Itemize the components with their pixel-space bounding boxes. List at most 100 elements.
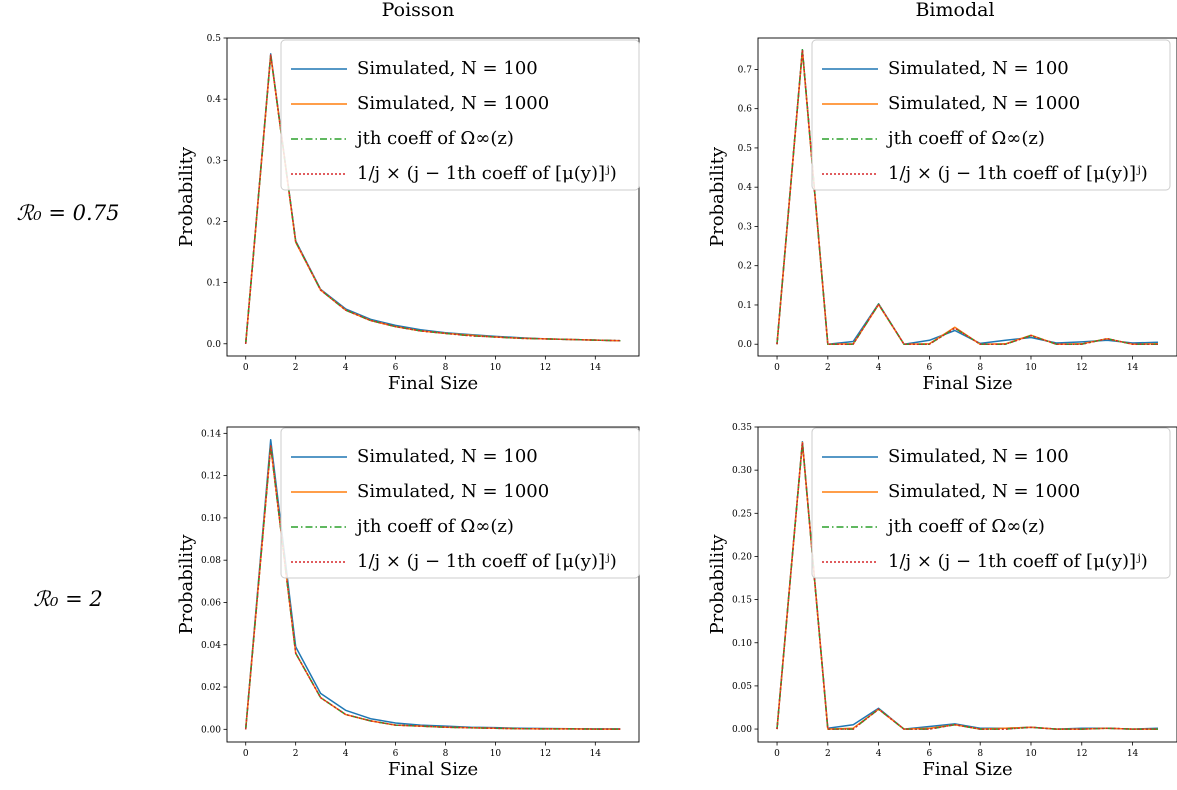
x-tick-label: 6 — [927, 749, 933, 759]
axes-frame — [226, 37, 640, 357]
x-tick-label: 0 — [243, 363, 249, 373]
x-tick-label: 4 — [343, 363, 349, 373]
x-tick-label: 12 — [1076, 749, 1087, 759]
y-tick-label: 0.1 — [207, 279, 221, 289]
y-tick-label: 0.3 — [207, 156, 222, 166]
x-tick-label: 10 — [490, 749, 502, 759]
x-tick-label: 6 — [393, 749, 399, 759]
axes-frame — [226, 426, 640, 743]
y-tick-label: 0.5 — [207, 34, 222, 44]
y-tick-label: 0.0 — [207, 340, 222, 350]
x-tick-label: 4 — [876, 363, 882, 373]
x-tick-label: 14 — [1127, 363, 1139, 373]
legend-label: jth coeff of Ω∞(z) — [886, 516, 1045, 537]
y-tick-label: 0.30 — [732, 466, 752, 476]
x-tick-label: 0 — [774, 749, 780, 759]
legend-label: Simulated, N = 1000 — [888, 481, 1080, 502]
series-line-2 — [776, 49, 1158, 345]
legend-label: 1/j × (j − 1th coeff of [μ(y)]ʲ) — [888, 163, 1148, 184]
panel-3: 0 2 4 6 8 10 12 14 0.00 0.05 0.10 0.15 0.20 0.25 0.30 0… — [707, 423, 1177, 780]
legend-label: 1/j × (j − 1th coeff of [μ(y)]ʲ) — [357, 163, 617, 184]
legend-label: Simulated, N = 100 — [357, 446, 538, 467]
x-tick-label: 14 — [590, 363, 602, 373]
legend: Simulated, N = 100 Simulated, N = 1000 jth… — [811, 39, 1171, 191]
legend-label: 1/j × (j − 1th coeff of [μ(y)]ʲ) — [888, 551, 1148, 572]
panels: 0 2 4 6 8 10 12 14 0.0 0.1 0.2 0.3 0.4 0.5 Final Size P… — [176, 34, 1177, 780]
y-tick-label: 0.0 — [738, 340, 753, 350]
x-tick-label: 0 — [774, 363, 780, 373]
y-tick-label: 0.02 — [201, 683, 221, 693]
y-axis-label: Probability — [176, 534, 197, 635]
y-tick-label: 0.2 — [207, 217, 221, 227]
x-tick-label: 2 — [825, 749, 831, 759]
legend: Simulated, N = 100 Simulated, N = 1000 jth… — [811, 427, 1171, 579]
x-tick-label: 4 — [876, 749, 882, 759]
y-tick-label: 0.25 — [732, 509, 752, 519]
y-tick-label: 0.20 — [732, 552, 752, 562]
legend-box — [280, 427, 640, 579]
x-tick-label: 2 — [293, 363, 299, 373]
x-tick-label: 8 — [443, 363, 449, 373]
x-axis-label: Final Size — [388, 373, 478, 394]
x-tick-label: 8 — [443, 749, 449, 759]
col-title-bimodal: Bimodal — [915, 0, 994, 21]
x-tick-label: 6 — [927, 363, 933, 373]
x-tick-label: 8 — [977, 749, 983, 759]
legend-label: Simulated, N = 100 — [888, 446, 1069, 467]
series-line-2 — [244, 54, 621, 344]
axes-frame — [757, 426, 1177, 743]
x-axis-label: Final Size — [388, 759, 478, 780]
legend: Simulated, N = 100 Simulated, N = 1000 jth… — [280, 427, 640, 579]
col-title-poisson: Poisson — [382, 0, 455, 21]
panel-2: 0 2 4 6 8 10 12 14 0.00 0.02 0.04 0.06 0.08 0.10 0.12 0… — [176, 426, 640, 780]
axes-frame — [757, 37, 1177, 357]
legend-label: jth coeff of Ω∞(z) — [355, 516, 514, 537]
x-tick-label: 8 — [977, 363, 983, 373]
x-tick-label: 4 — [343, 749, 349, 759]
legend-label: 1/j × (j − 1th coeff of [μ(y)]ʲ) — [357, 551, 617, 572]
y-tick-label: 0.5 — [738, 144, 753, 154]
series-line-2 — [244, 445, 621, 730]
x-tick-label: 10 — [490, 363, 502, 373]
legend-label: Simulated, N = 100 — [888, 58, 1069, 79]
y-axis-label: Probability — [707, 534, 728, 635]
x-axis-label: Final Size — [922, 759, 1012, 780]
series-line-3 — [776, 441, 1158, 730]
y-tick-label: 0.10 — [732, 639, 752, 649]
legend-box — [811, 427, 1171, 579]
legend-label: Simulated, N = 1000 — [888, 93, 1080, 114]
y-tick-label: 0.6 — [738, 105, 753, 115]
y-tick-label: 0.08 — [201, 556, 221, 566]
y-tick-label: 0.00 — [201, 725, 221, 735]
x-tick-label: 6 — [393, 363, 399, 373]
y-tick-label: 0.4 — [207, 95, 222, 105]
x-tick-label: 10 — [1025, 749, 1037, 759]
y-tick-label: 0.10 — [201, 514, 221, 524]
x-tick-label: 12 — [1076, 363, 1087, 373]
y-tick-label: 0.14 — [201, 429, 221, 439]
y-tick-label: 0.1 — [738, 301, 752, 311]
y-axis-label: Probability — [176, 146, 197, 247]
legend-box — [280, 39, 640, 191]
x-tick-label: 2 — [293, 749, 299, 759]
y-tick-label: 0.00 — [732, 725, 752, 735]
legend-box — [811, 39, 1171, 191]
legend-label: Simulated, N = 1000 — [357, 481, 549, 502]
x-tick-label: 2 — [825, 363, 831, 373]
legend-label: jth coeff of Ω∞(z) — [886, 128, 1045, 149]
x-tick-label: 14 — [590, 749, 602, 759]
y-tick-label: 0.15 — [732, 596, 752, 606]
row-label-r0-2: ℛ₀ = 2 — [33, 587, 102, 611]
y-tick-label: 0.3 — [738, 222, 753, 232]
panel-0: 0 2 4 6 8 10 12 14 0.0 0.1 0.2 0.3 0.4 0.5 Final Size P… — [176, 34, 640, 394]
y-tick-label: 0.7 — [738, 65, 753, 75]
y-tick-label: 0.05 — [732, 682, 752, 692]
y-tick-label: 0.2 — [738, 262, 752, 272]
y-tick-label: 0.06 — [201, 598, 221, 608]
legend-label: Simulated, N = 100 — [357, 58, 538, 79]
x-tick-label: 12 — [540, 749, 551, 759]
x-tick-label: 0 — [243, 749, 249, 759]
legend-label: jth coeff of Ω∞(z) — [355, 128, 514, 149]
x-tick-label: 10 — [1025, 363, 1037, 373]
